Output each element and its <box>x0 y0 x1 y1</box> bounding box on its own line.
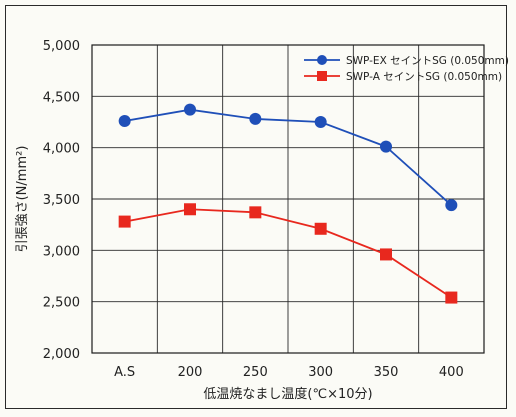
data-point <box>249 112 262 125</box>
series-layer <box>118 103 458 304</box>
x-tick-label: 400 <box>439 365 464 380</box>
series-line <box>124 108 452 206</box>
x-tick-label: 300 <box>308 365 333 380</box>
y-axis-title: 引張強さ(N/mm²) <box>15 146 30 253</box>
series-line <box>124 208 452 299</box>
x-axis-title: 低温焼なまし温度(℃×10分) <box>203 386 372 402</box>
data-point <box>314 116 327 128</box>
series-2 <box>118 203 458 304</box>
y-tick-label: 3,000 <box>43 244 80 259</box>
data-point <box>118 215 131 228</box>
y-tick-label: 5,000 <box>43 39 80 54</box>
data-point <box>184 103 196 116</box>
data-point <box>118 114 131 127</box>
legend: SWP-EX セイントSG (0.050mm) SWP-A セイントSG (0.0… <box>304 55 509 83</box>
x-tick-label: 200 <box>178 365 203 380</box>
data-point <box>445 199 458 212</box>
data-point <box>445 291 458 304</box>
data-point <box>184 203 196 216</box>
data-point <box>380 248 392 261</box>
legend-label: SWP-A セイントSG (0.050mm) <box>346 71 502 83</box>
legend-label: SWP-EX セイントSG (0.050mm) <box>346 55 509 67</box>
y-tick-label: 4,500 <box>43 90 80 105</box>
x-tick-label: 250 <box>243 365 268 380</box>
data-point <box>314 222 327 235</box>
y-tick-label: 3,500 <box>43 193 80 208</box>
legend-marker-circle <box>317 55 327 65</box>
data-point <box>380 140 392 153</box>
plot-area <box>91 44 485 354</box>
series-1 <box>118 103 458 212</box>
legend-marker-square <box>317 71 327 81</box>
y-tick-label: 2,500 <box>43 296 80 311</box>
grid-lines <box>92 45 484 353</box>
data-point <box>249 206 262 219</box>
x-axis-ticks: A.S 200 250 300 350 400 <box>114 365 464 380</box>
x-tick-label: 350 <box>374 365 399 380</box>
x-tick-label: A.S <box>114 365 135 380</box>
y-tick-label: 2,000 <box>43 347 80 362</box>
y-tick-label: 4,000 <box>43 142 80 157</box>
y-axis-ticks: 2,000 2,500 3,000 3,500 4,000 4,500 5,000 <box>43 39 80 362</box>
